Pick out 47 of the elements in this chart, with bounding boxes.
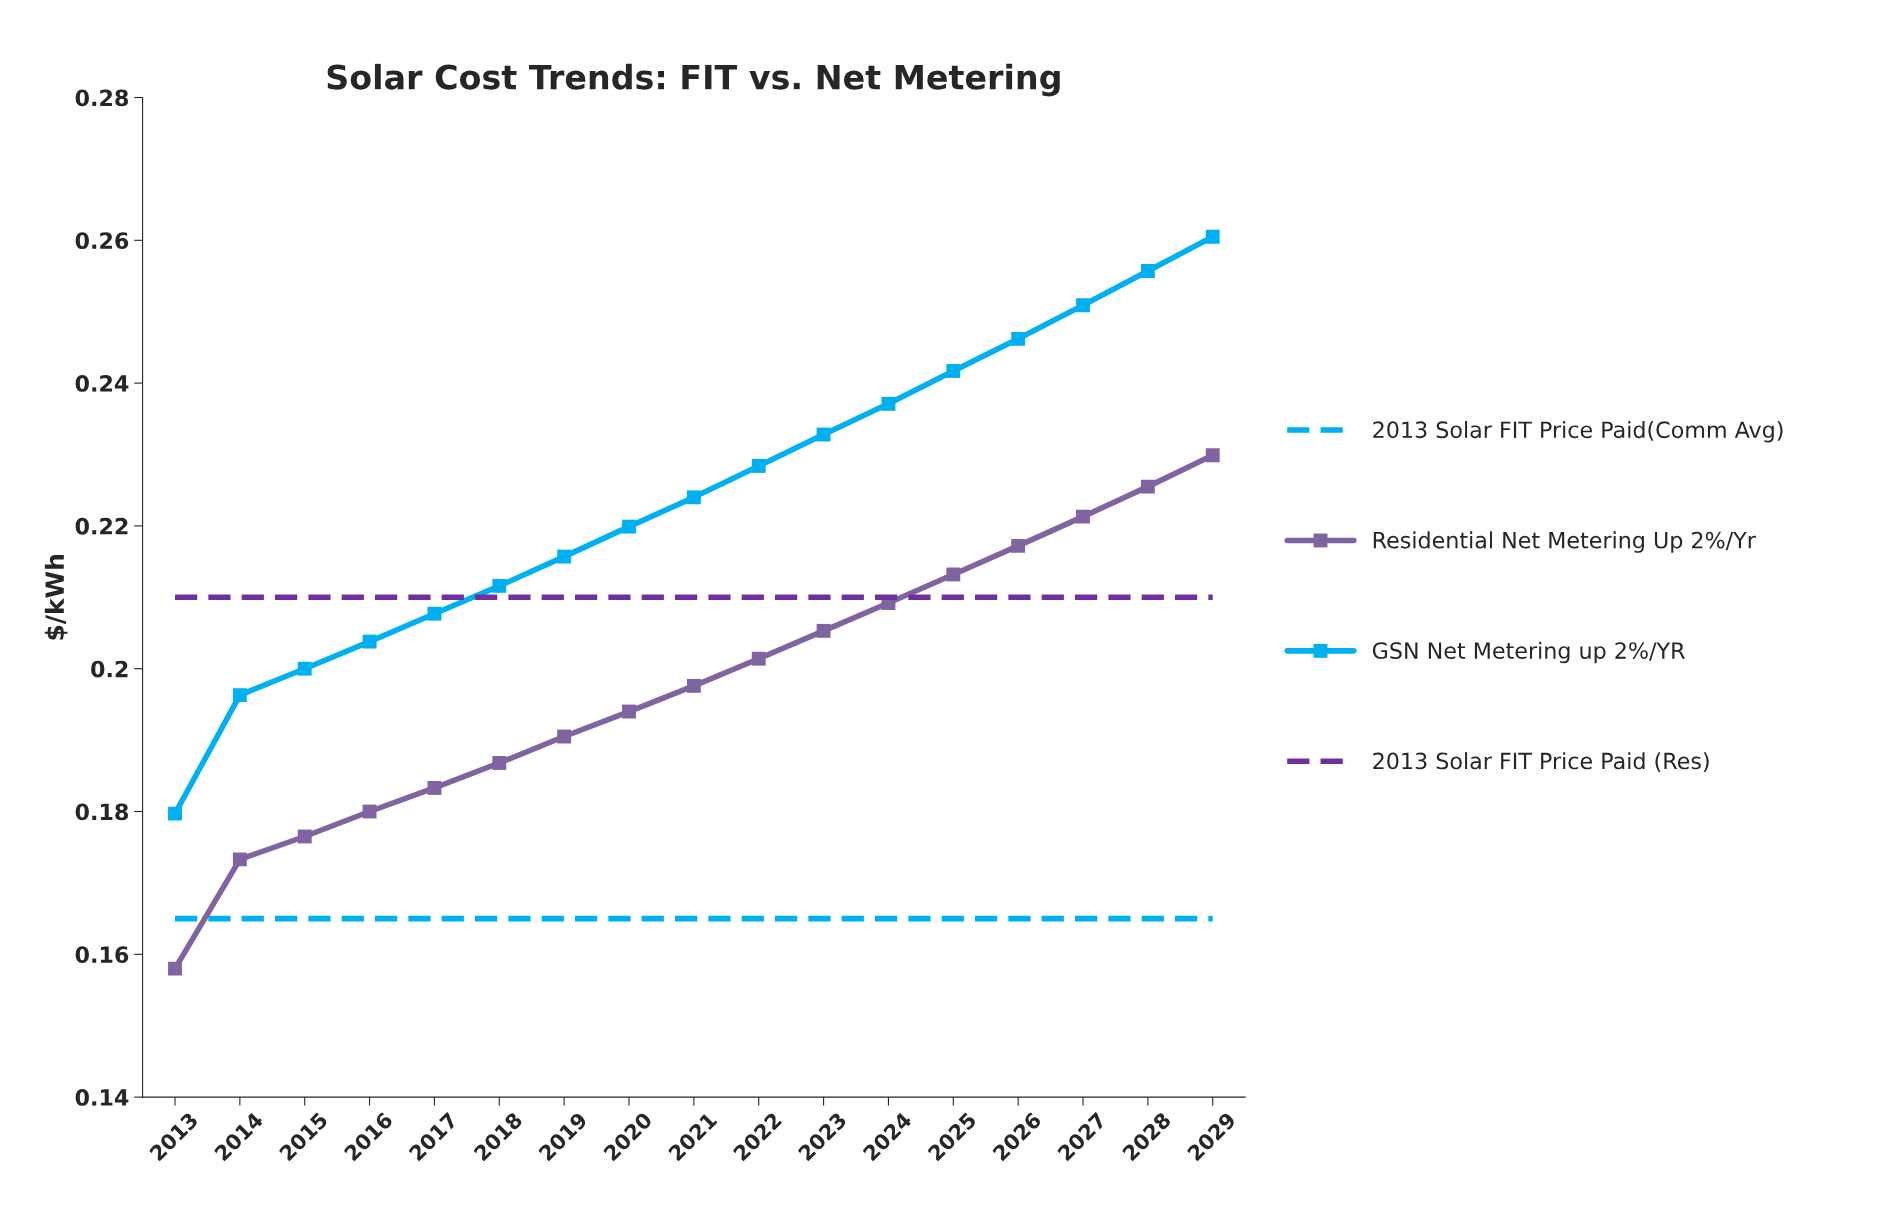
point: [1205, 448, 1220, 463]
y-axis-title: $/kWh: [44, 555, 68, 640]
y-tick-label: 0.24: [75, 375, 129, 392]
point: [881, 396, 896, 411]
point: [557, 729, 572, 744]
point: [946, 567, 961, 582]
point: [751, 651, 766, 666]
point: [168, 961, 182, 976]
point: [297, 829, 312, 844]
point: [232, 852, 247, 867]
y-tick-label: 0.16: [75, 946, 129, 964]
point: [946, 364, 961, 378]
point: [1205, 229, 1220, 244]
point: [168, 806, 182, 821]
point: [1140, 479, 1155, 494]
y-tick-label: 0.26: [75, 232, 129, 250]
legend-label: Residential Net Metering Up 2%/Yr: [1373, 531, 1756, 553]
y-tick-label: 0.18: [75, 803, 128, 821]
point: [1076, 509, 1090, 524]
point: [492, 578, 507, 593]
point: [362, 804, 377, 819]
point: [557, 549, 572, 564]
legend-label: GSN Net Metering up 2%/YR: [1372, 641, 1685, 664]
point: [1140, 264, 1155, 278]
point: [1011, 331, 1026, 346]
y-tick-label: 0.14: [75, 1089, 129, 1106]
point: [1076, 298, 1090, 313]
point: [816, 427, 831, 442]
point: [622, 519, 636, 534]
point: [232, 688, 247, 703]
point: [297, 661, 312, 676]
point: [816, 623, 831, 638]
point: [427, 606, 442, 621]
point: [492, 756, 507, 770]
y-tick-label: 0.22: [75, 517, 128, 535]
chart-title: Solar Cost Trends: FIT vs. Net Metering: [327, 63, 1060, 97]
point: [622, 704, 636, 719]
point: [427, 781, 442, 795]
legend-label: 2013 Solar FIT Price Paid(Comm Avg): [1373, 420, 1783, 443]
point: [686, 678, 701, 693]
y-tick-label: 0.28: [75, 89, 128, 107]
y-tick-label: 0.2: [91, 660, 128, 678]
point: [686, 490, 701, 505]
point: [1011, 538, 1026, 553]
point: [362, 634, 377, 649]
point: [751, 458, 766, 473]
legend-label: 2013 Solar FIT Price Paid (Res): [1373, 752, 1709, 772]
